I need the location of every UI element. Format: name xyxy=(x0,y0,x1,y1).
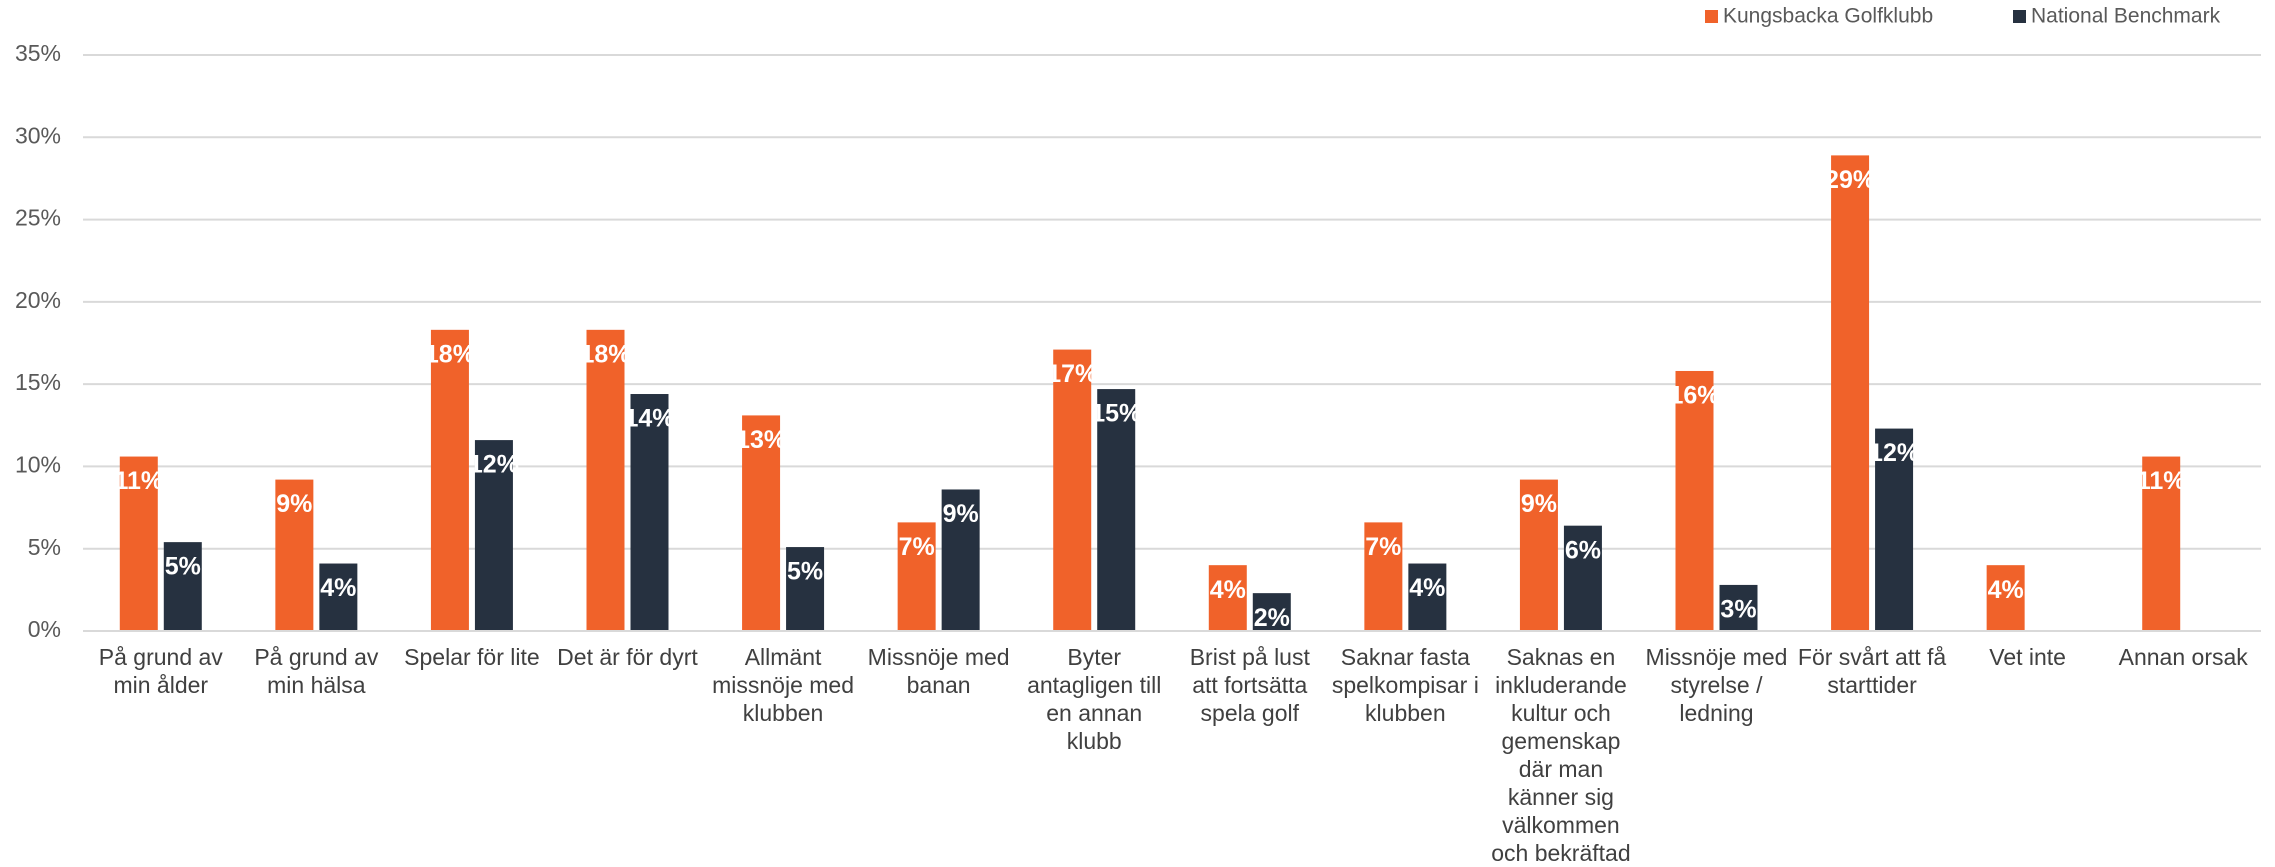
bar xyxy=(1831,155,1870,632)
bar xyxy=(941,489,980,631)
x-tick-label: Annan orsak xyxy=(2118,644,2248,670)
data-label: 7% xyxy=(899,533,935,561)
x-tick-label: Missnöje med styrelse / ledning xyxy=(1645,644,1788,726)
bar xyxy=(1986,565,2025,631)
bar xyxy=(1563,525,1602,631)
x-tick-label: För svårt att få starttider xyxy=(1797,644,1947,698)
y-tick-label: 20% xyxy=(15,287,61,313)
x-tick-label: Missnöje med banan xyxy=(867,644,1010,698)
data-label: 17% xyxy=(1047,360,1097,388)
y-tick-label: 30% xyxy=(15,122,61,148)
y-tick-label: 5% xyxy=(28,534,61,560)
data-label: 9% xyxy=(943,500,979,528)
bar xyxy=(897,522,936,631)
bar xyxy=(1875,428,1914,631)
bar xyxy=(163,542,202,631)
data-label: 4% xyxy=(1210,576,1246,604)
data-label: 3% xyxy=(1720,596,1756,624)
bar xyxy=(742,415,781,631)
y-tick-label: 0% xyxy=(28,616,61,642)
legend-swatch xyxy=(2013,10,2026,23)
x-tick-label: Saknas en inkluderande kultur och gemens… xyxy=(1491,644,1631,866)
bar xyxy=(1675,370,1714,631)
x-tick-label: Brist på lust att fortsätta spela golf xyxy=(1189,644,1310,726)
y-tick-label: 10% xyxy=(15,452,61,478)
y-tick-label: 15% xyxy=(15,369,61,395)
bar xyxy=(1053,349,1092,631)
bar xyxy=(275,479,314,631)
bar xyxy=(1097,389,1136,631)
bar xyxy=(319,563,358,631)
legend-label: Kungsbacka Golfklubb xyxy=(1723,5,1933,28)
data-label: 12% xyxy=(1869,439,1919,467)
bar xyxy=(1408,563,1447,631)
bar xyxy=(1519,479,1558,631)
data-label: 4% xyxy=(320,574,356,602)
bar xyxy=(1208,565,1247,631)
data-label: 6% xyxy=(1565,536,1601,564)
y-tick-label: 35% xyxy=(15,40,61,66)
legend-label: National Benchmark xyxy=(2031,5,2221,28)
x-tick-label: På grund av min ålder xyxy=(98,644,223,698)
x-tick-label: Byter antagligen till en annan klubb xyxy=(1027,644,1162,754)
data-label: 18% xyxy=(425,340,475,368)
data-label: 9% xyxy=(276,490,312,518)
data-label: 11% xyxy=(114,467,163,495)
y-tick-label: 25% xyxy=(15,205,61,231)
bar xyxy=(119,456,158,631)
bar xyxy=(1364,522,1403,631)
data-label: 29% xyxy=(1825,166,1875,194)
data-label: 4% xyxy=(1409,574,1445,602)
bar xyxy=(630,394,669,631)
data-label: 13% xyxy=(736,426,786,454)
legend-swatch xyxy=(1705,10,1718,23)
bar xyxy=(430,329,469,631)
x-tick-label: Saknar fasta spelkompisar i klubben xyxy=(1331,644,1479,726)
data-label: 16% xyxy=(1669,382,1719,410)
bar xyxy=(1252,593,1291,631)
data-label: 9% xyxy=(1521,490,1557,518)
data-label: 2% xyxy=(1254,604,1290,632)
bar xyxy=(786,547,825,631)
data-label: 4% xyxy=(1988,576,2024,604)
data-label: 12% xyxy=(469,451,519,479)
data-label: 5% xyxy=(787,558,823,586)
x-tick-label: Allmänt missnöje med klubben xyxy=(712,644,854,726)
data-label: 14% xyxy=(624,405,674,433)
bar xyxy=(2142,456,2181,631)
bar xyxy=(1719,584,1758,631)
x-tick-label: Vet inte xyxy=(1989,644,2066,670)
data-label: 11% xyxy=(2137,467,2186,495)
x-tick-label: På grund av min hälsa xyxy=(254,644,379,698)
bar xyxy=(474,440,513,631)
x-tick-label: Spelar för lite xyxy=(404,644,540,670)
x-tick-label: Det är för dyrt xyxy=(557,644,698,670)
data-label: 5% xyxy=(165,553,201,581)
data-label: 7% xyxy=(1365,533,1401,561)
data-label: 18% xyxy=(580,340,630,368)
data-label: 15% xyxy=(1091,400,1141,428)
bar xyxy=(586,329,625,631)
